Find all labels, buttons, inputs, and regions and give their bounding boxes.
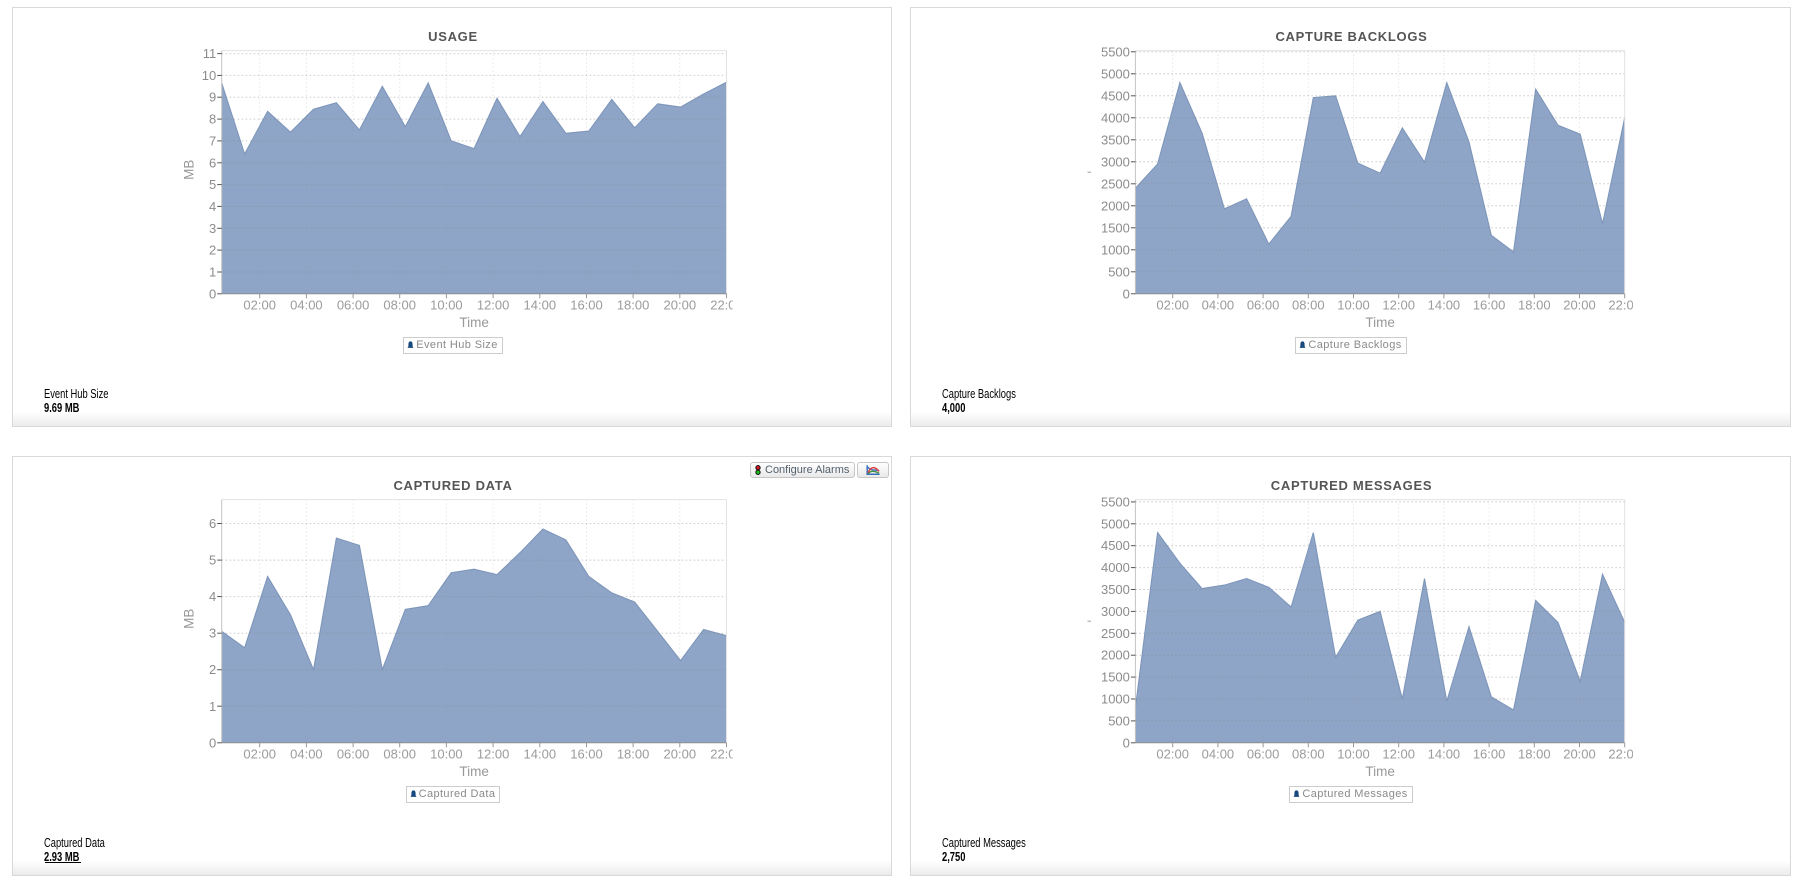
svg-text:MB: MB	[182, 160, 197, 180]
svg-text:0: 0	[209, 286, 216, 301]
svg-text:3500: 3500	[1101, 132, 1130, 147]
svg-text:1: 1	[209, 265, 216, 280]
svg-text:7: 7	[209, 133, 216, 148]
svg-text:20:00: 20:00	[1563, 746, 1596, 761]
svg-text:1000: 1000	[1101, 242, 1130, 257]
svg-text:11: 11	[203, 46, 217, 61]
svg-text:14:00: 14:00	[524, 297, 557, 312]
svg-text:22:00: 22:00	[1608, 297, 1641, 312]
svg-text:06:00: 06:00	[337, 746, 370, 761]
svg-text:1: 1	[209, 699, 216, 714]
svg-text:22:00: 22:00	[710, 746, 743, 761]
svg-text:16:00: 16:00	[570, 746, 603, 761]
svg-text:3000: 3000	[1101, 604, 1130, 619]
svg-text:2500: 2500	[1101, 626, 1130, 641]
svg-text:04:00: 04:00	[290, 297, 323, 312]
svg-text:500: 500	[1108, 713, 1130, 728]
svg-text:06:00: 06:00	[1247, 746, 1280, 761]
svg-text:4500: 4500	[1101, 538, 1130, 553]
svg-text:02:00: 02:00	[243, 746, 276, 761]
svg-text:14:00: 14:00	[1428, 746, 1461, 761]
svg-text:12:00: 12:00	[477, 297, 510, 312]
svg-text:9: 9	[209, 90, 216, 105]
svg-text:04:00: 04:00	[290, 746, 323, 761]
svg-text:14:00: 14:00	[524, 746, 557, 761]
svg-text:3: 3	[209, 626, 216, 641]
svg-text:Time: Time	[459, 315, 489, 330]
svg-text:MB: MB	[182, 609, 197, 629]
svg-text:20:00: 20:00	[1563, 297, 1596, 312]
svg-text:0: 0	[1123, 735, 1130, 750]
svg-text:18:00: 18:00	[617, 746, 650, 761]
svg-text:5000: 5000	[1101, 66, 1130, 81]
svg-text:6: 6	[209, 155, 216, 170]
svg-text:500: 500	[1108, 264, 1130, 279]
svg-text:5: 5	[209, 553, 216, 568]
svg-text:CAPTURED MESSAGES: CAPTURED MESSAGES	[1271, 478, 1432, 493]
svg-text:08:00: 08:00	[383, 746, 416, 761]
svg-text:10: 10	[202, 68, 216, 83]
svg-text:04:00: 04:00	[1202, 297, 1235, 312]
svg-text:Time: Time	[1365, 315, 1395, 330]
svg-text:12:00: 12:00	[1382, 297, 1415, 312]
svg-text:2000: 2000	[1101, 198, 1130, 213]
svg-text:5000: 5000	[1101, 516, 1130, 531]
svg-text:22:00: 22:00	[710, 297, 743, 312]
svg-text:08:00: 08:00	[1292, 297, 1325, 312]
svg-text:2: 2	[209, 662, 216, 677]
svg-text:06:00: 06:00	[337, 297, 370, 312]
svg-text:5500: 5500	[1101, 494, 1130, 509]
svg-text:0: 0	[1123, 286, 1130, 301]
svg-text:02:00: 02:00	[1156, 297, 1189, 312]
svg-text:10:00: 10:00	[1337, 746, 1370, 761]
svg-text:CAPTURE BACKLOGS: CAPTURE BACKLOGS	[1275, 29, 1427, 44]
svg-text:04:00: 04:00	[1202, 746, 1235, 761]
svg-text:4: 4	[209, 589, 216, 604]
svg-text:1500: 1500	[1101, 670, 1130, 685]
svg-text:12:00: 12:00	[477, 746, 510, 761]
svg-text:10:00: 10:00	[430, 746, 463, 761]
svg-text:5: 5	[209, 177, 216, 192]
svg-text:4500: 4500	[1101, 88, 1130, 103]
svg-text:3000: 3000	[1101, 154, 1130, 169]
svg-text:1500: 1500	[1101, 220, 1130, 235]
svg-text:18:00: 18:00	[1518, 297, 1551, 312]
svg-text:10:00: 10:00	[430, 297, 463, 312]
svg-text:Time: Time	[1365, 764, 1395, 779]
svg-text:02:00: 02:00	[1156, 746, 1189, 761]
svg-text:Time: Time	[459, 764, 489, 779]
svg-text:18:00: 18:00	[617, 297, 650, 312]
svg-text:02:00: 02:00	[243, 297, 276, 312]
svg-text:14:00: 14:00	[1428, 297, 1461, 312]
svg-text:4: 4	[209, 199, 216, 214]
svg-text:1000: 1000	[1101, 692, 1130, 707]
svg-text:8: 8	[209, 112, 216, 127]
svg-text:4000: 4000	[1101, 560, 1130, 575]
svg-text:10:00: 10:00	[1337, 297, 1370, 312]
svg-text:2: 2	[209, 243, 216, 258]
svg-text:6: 6	[209, 516, 216, 531]
svg-text:20:00: 20:00	[664, 746, 697, 761]
svg-text:2000: 2000	[1101, 648, 1130, 663]
svg-text:08:00: 08:00	[383, 297, 416, 312]
svg-text:18:00: 18:00	[1518, 746, 1551, 761]
svg-text:20:00: 20:00	[664, 297, 697, 312]
svg-text:3500: 3500	[1101, 582, 1130, 597]
svg-text:16:00: 16:00	[1473, 297, 1506, 312]
svg-text:16:00: 16:00	[570, 297, 603, 312]
svg-text:16:00: 16:00	[1473, 746, 1506, 761]
svg-text:CAPTURED DATA: CAPTURED DATA	[393, 478, 512, 493]
svg-text:08:00: 08:00	[1292, 746, 1325, 761]
svg-text:22:00: 22:00	[1608, 746, 1641, 761]
svg-text:2500: 2500	[1101, 176, 1130, 191]
svg-text:3: 3	[209, 221, 216, 236]
svg-text:USAGE: USAGE	[428, 29, 478, 44]
svg-text:5500: 5500	[1101, 44, 1130, 59]
svg-text:12:00: 12:00	[1382, 746, 1415, 761]
svg-text:0: 0	[209, 735, 216, 750]
svg-text:06:00: 06:00	[1247, 297, 1280, 312]
svg-text:4000: 4000	[1101, 110, 1130, 125]
